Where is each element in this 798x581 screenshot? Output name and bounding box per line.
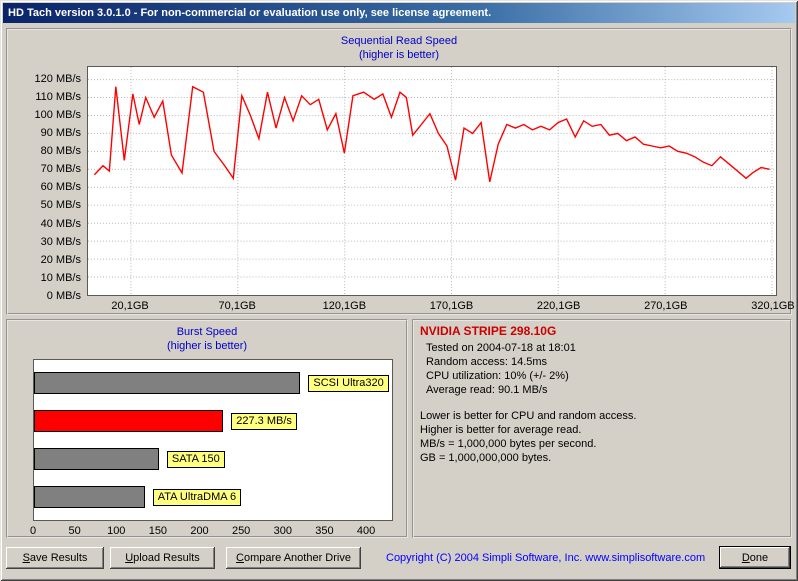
y-axis-tick-label: 0 MB/s [46,290,81,302]
read-chart-subtitle: (higher is better) [358,49,440,61]
y-axis-tick-label: 90 MB/s [40,127,81,139]
burst-x-axis-labels: 0 50 100 150 200 250 300 350 400 [29,525,393,538]
y-axis-tick-label: 40 MB/s [40,217,81,230]
drive-info-lines: Tested on 2004-07-18 at 18:01 Random acce… [420,341,784,397]
y-axis-tick-label: 120 MB/s [34,72,81,85]
burst-x-tick-label: 200 [190,525,209,537]
burst-bar-label: 227.3 MB/s [231,413,297,430]
burst-x-tick-label: 50 [68,525,81,537]
burst-chart-subtitle: (higher is better) [166,340,248,352]
y-axis-tick-label: 50 MB/s [40,199,81,212]
note-line: MB/s = 1,000,000 bytes per second. [420,438,597,450]
x-axis-tick-label: 320,1GB [751,300,795,312]
drive-info-panel: NVIDIA STRIPE 298.10G Tested on 2004-07-… [412,319,792,538]
burst-bar-label: ATA UltraDMA 6 [152,489,242,506]
drive-title: NVIDIA STRIPE 298.10G [420,324,557,338]
burst-bar-label: SATA 150 [166,451,225,468]
read-x-axis-labels: 20,1GB 70,1GB 120,1GB 170,1GB 220,1GB 270,1GB… [87,300,794,314]
read-speed-line [93,85,770,183]
save-results-button[interactable]: Save Results [6,547,104,569]
burst-x-tick-label: 0 [29,525,37,537]
x-axis-tick-label: 70,1GB [218,300,256,312]
read-y-axis-labels: 0 MB/s 10 MB/s 20 MB/s 30 MB/s 40 MB/s 50 MB/… [8,66,81,302]
y-axis-tick-label: 100 MB/s [34,108,81,121]
y-axis-tick-label: 30 MB/s [40,235,81,248]
burst-x-tick-label: 250 [231,525,251,537]
burst-x-tick-label: 150 [148,525,168,537]
info-line: Tested on 2004-07-18 at 18:01 [426,342,576,354]
burst-x-tick-label: 100 [107,525,126,537]
burst-speed-panel: Burst Speed (higher is better) SCSI Ultr… [6,319,408,538]
note-line: Higher is better for average read. [420,424,582,436]
drive-info-notes: Lower is better for CPU and random acces… [420,409,784,465]
note-line: GB = 1,000,000,000 bytes. [420,452,552,464]
burst-x-tick-label: 300 [273,525,292,537]
burst-bar [34,448,159,470]
y-axis-tick-label: 70 MB/s [40,163,81,176]
burst-bar-label: SCSI Ultra320 [308,375,389,392]
sequential-read-panel: Sequential Read Speed (higher is better)… [6,28,795,315]
burst-x-tick-label: 350 [315,525,334,537]
y-axis-tick-label: 110 MB/s [35,90,81,103]
titlebar[interactable]: HD Tach version 3.0.1.0 - For non-commer… [3,3,795,23]
read-plot-area [87,66,777,296]
burst-bar [34,410,223,432]
y-axis-tick-label: 20 MB/s [40,253,81,266]
burst-bar [34,486,145,508]
x-axis-tick-label: 120,1GB [322,300,367,312]
info-line: Random access: 14.5ms [426,356,548,368]
y-axis-tick-label: 10 MB/s [40,271,81,284]
x-axis-tick-label: 170,1GB [429,300,474,312]
burst-plot-area: SCSI Ultra320 227.3 MB/s SATA 150 ATA Ultra… [33,359,393,521]
x-axis-tick-label: 20,1GB [111,300,149,312]
burst-x-tick-label: 400 [356,525,376,537]
info-line: CPU utilization: 10% (+/- 2%) [426,370,569,382]
read-speed-chart [88,67,776,295]
burst-bar [34,372,300,394]
upload-results-button[interactable]: Upload Results [110,547,215,569]
note-line: Lower is better for CPU and random acces… [420,410,637,422]
window-title: HD Tach version 3.0.1.0 - For non-commer… [8,7,492,19]
y-axis-tick-label: 60 MB/s [40,181,81,194]
compare-another-drive-button[interactable]: Compare Another Drive [226,547,361,569]
read-chart-title: Sequential Read Speed [340,35,458,47]
copyright-text: Copyright (C) 2004 Simpli Software, Inc.… [386,552,706,564]
burst-chart-title: Burst Speed [176,326,238,338]
info-line: Average read: 90.1 MB/s [426,384,548,396]
x-axis-tick-label: 270,1GB [644,300,688,312]
x-axis-tick-label: 220,1GB [536,300,581,312]
done-button[interactable]: Done [719,546,791,569]
y-axis-tick-label: 80 MB/s [40,145,81,158]
